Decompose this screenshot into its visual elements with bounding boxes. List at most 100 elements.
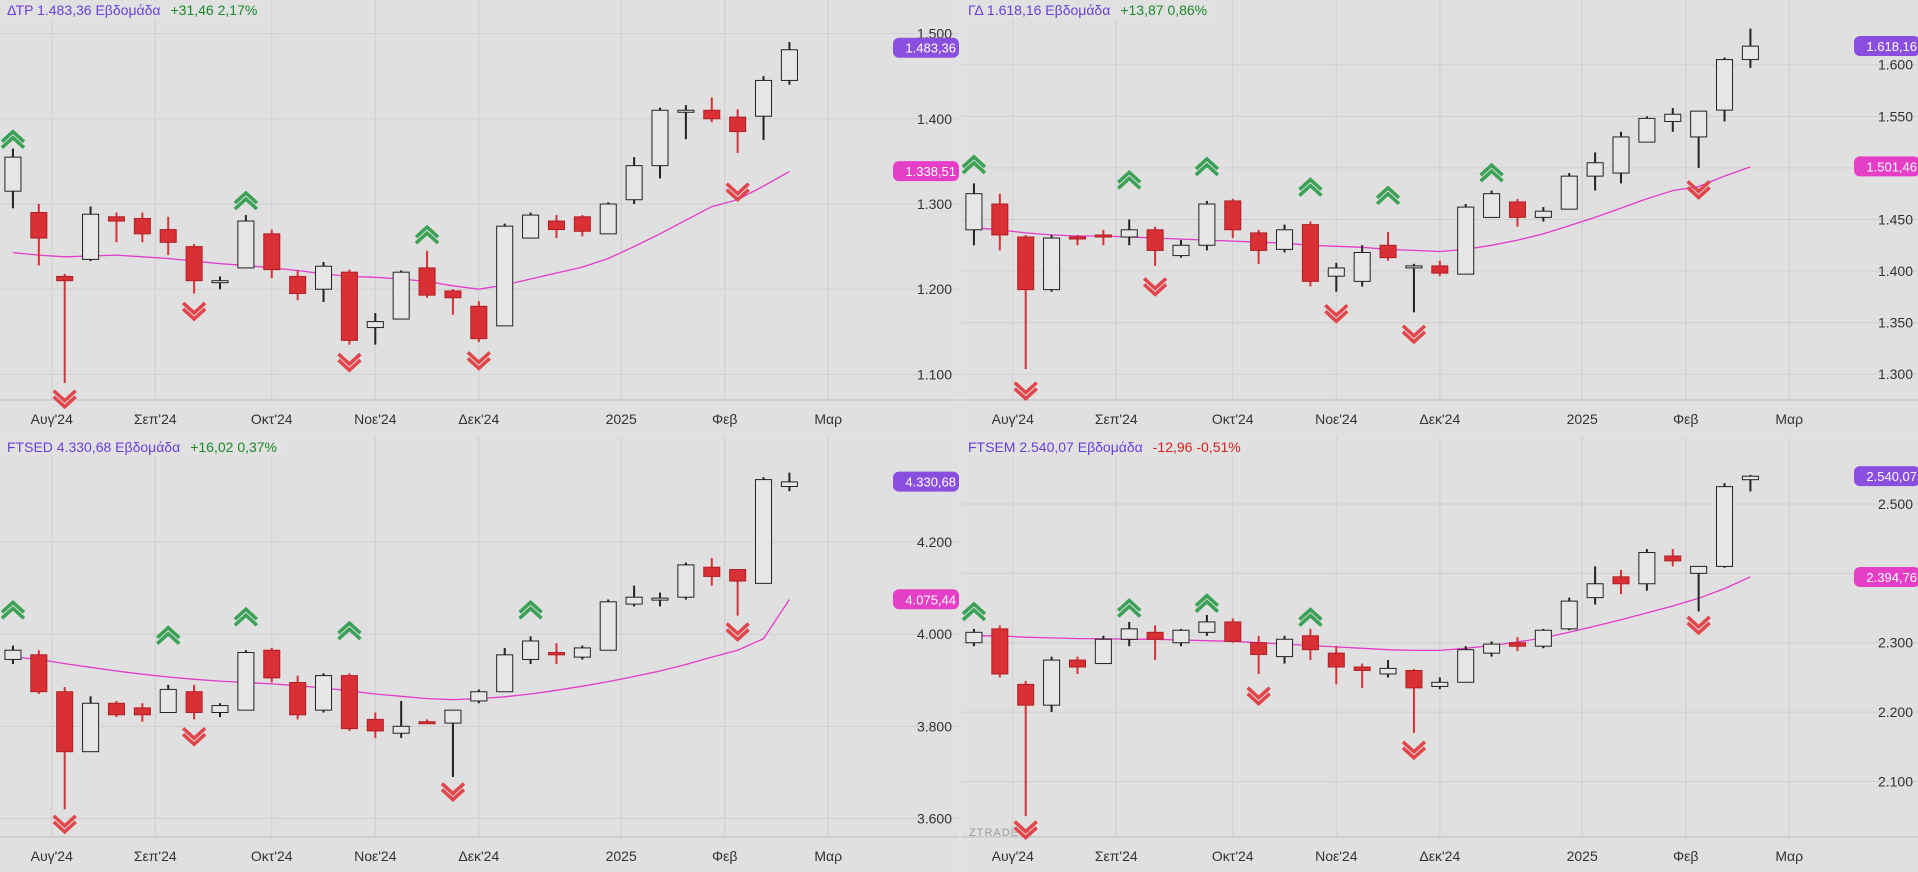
- chevron-stroke: [961, 160, 987, 175]
- symbol-label[interactable]: FTSEM 2.540,07 Εβδομάδα: [963, 438, 1148, 456]
- symbol-label[interactable]: FTSED 4.330,68 Εβδομάδα: [2, 438, 186, 456]
- candle-body: [1638, 552, 1656, 585]
- chart-panel-dtr[interactable]: ΔΤΡ 1.483,36 Εβδομάδα +31,46 2,17% 1.100 1…: [0, 0, 959, 435]
- candle: [418, 719, 436, 725]
- candle: [651, 592, 669, 607]
- candle-body: [677, 564, 695, 598]
- candle: [599, 599, 617, 651]
- candlestick-chart[interactable]: 1.100 1.200 1.300 1.400 1.500 Αυγ'24 Σεπ'24 Οκτ…: [0, 0, 959, 435]
- candle-body: [780, 49, 798, 81]
- candle-body: [991, 628, 1009, 675]
- sell-signal-icon: [1401, 740, 1427, 761]
- candle: [237, 650, 255, 711]
- candle-body: [1586, 162, 1604, 177]
- x-tick-label: 2025: [606, 411, 637, 427]
- candle: [4, 645, 22, 665]
- candle-body: [1741, 45, 1759, 61]
- x-tick-label: Αυγ'24: [31, 848, 73, 864]
- sell-signal-icon: [1013, 381, 1038, 401]
- candle: [1431, 677, 1449, 690]
- sell-signal-icon: [466, 351, 492, 371]
- candle-body: [1250, 642, 1268, 656]
- y-tick-label: 1.100: [917, 366, 952, 382]
- buy-signal-icon: [1117, 598, 1142, 618]
- chevron-stroke: [181, 732, 207, 747]
- x-tick-label: Αυγ'24: [31, 411, 73, 427]
- chevron-stroke: [1401, 740, 1427, 755]
- y-tick-label: 1.450: [1878, 211, 1913, 227]
- chart-panel-ftsed[interactable]: FTSED 4.330,68 Εβδομάδα +16,02 0,37% 3.60…: [0, 437, 959, 872]
- x-tick-label: Νοε'24: [1315, 411, 1358, 427]
- candle: [780, 42, 798, 85]
- badge-bg: [893, 471, 959, 492]
- candle: [1457, 646, 1475, 683]
- candle: [1353, 245, 1371, 287]
- chevron-stroke: [181, 726, 207, 741]
- badge-text: 1.338,51: [905, 164, 956, 179]
- candle-body: [1483, 643, 1501, 654]
- x-tick-label: Φεβ: [1673, 411, 1698, 427]
- candle-body: [1716, 486, 1734, 567]
- candle: [1741, 474, 1759, 492]
- last-price-badge: 2.540,07: [1854, 466, 1918, 487]
- badge-text: 1.618,16: [1866, 39, 1917, 54]
- candle: [1431, 260, 1449, 277]
- ma-price-badge: 1.338,51: [893, 161, 959, 182]
- candle-body: [1276, 638, 1294, 658]
- candle: [1017, 680, 1035, 817]
- candle: [107, 212, 125, 243]
- candle-body: [625, 596, 643, 605]
- candle-body: [159, 688, 177, 713]
- candle-body: [780, 481, 798, 488]
- chevron-stroke: [1298, 613, 1323, 627]
- candle: [1276, 635, 1294, 664]
- candle-body: [185, 691, 203, 713]
- candle: [677, 562, 695, 600]
- badge-text: 2.540,07: [1866, 469, 1917, 484]
- candle: [1379, 660, 1397, 678]
- buy-signal-icon: [414, 224, 440, 245]
- moving-average-line: [12, 599, 790, 701]
- candle: [1043, 234, 1061, 292]
- candle: [991, 625, 1009, 678]
- chart-panel-gd[interactable]: ΓΔ 1.618,16 Εβδομάδα +13,87 0,86% 1.300 1.…: [961, 0, 1918, 435]
- candle: [1198, 200, 1216, 251]
- chevron-stroke: [181, 301, 207, 316]
- candle-body: [1638, 117, 1656, 143]
- symbol-label[interactable]: ΓΔ 1.618,16 Εβδομάδα: [963, 1, 1116, 19]
- candle: [237, 215, 255, 269]
- candlestick-chart[interactable]: 1.3001.3501.4001.4501.5001.5501.600Αυγ'2…: [961, 0, 1918, 435]
- candle: [1120, 219, 1138, 246]
- candle: [625, 585, 643, 607]
- candle-body: [547, 652, 565, 656]
- candle-body: [159, 229, 177, 243]
- y-tick-label: 1.300: [917, 196, 952, 212]
- candle: [392, 700, 410, 738]
- candle: [1586, 152, 1604, 191]
- candle-body: [1198, 621, 1216, 633]
- sell-signal-icon: [1401, 324, 1427, 345]
- candle-body: [1327, 267, 1345, 277]
- candle-body: [547, 220, 565, 231]
- buy-signal-icon: [1298, 177, 1323, 197]
- candle-body: [522, 640, 540, 660]
- buy-signal-icon: [961, 154, 987, 175]
- badge-bg: [1854, 566, 1918, 587]
- candlestick-chart[interactable]: 2.1002.2002.3002.4002.500Αυγ'24Σεπ'24Οκτ…: [961, 437, 1918, 872]
- candle-body: [703, 109, 721, 120]
- candle: [1224, 198, 1242, 239]
- chevron-stroke: [1324, 303, 1349, 318]
- candle: [729, 569, 747, 616]
- candle-body: [1534, 629, 1552, 647]
- candle-body: [1198, 203, 1216, 246]
- chevron-stroke: [1117, 604, 1142, 618]
- chart-panel-ftsem[interactable]: FTSEM 2.540,07 Εβδομάδα -12,96 -0,51% ZTR…: [961, 437, 1918, 872]
- chevron-stroke: [1117, 598, 1142, 612]
- x-tick-label: Μαρ: [814, 848, 842, 864]
- candle-body: [1405, 669, 1423, 689]
- candlestick-chart[interactable]: 3.600 3.800 4.000 4.200 Αυγ'24 Σεπ'24 Οκτ'24 Νο…: [0, 437, 959, 872]
- y-tick-label: 2.200: [1878, 704, 1913, 720]
- candle-body: [470, 305, 488, 340]
- candle: [1534, 207, 1552, 222]
- symbol-label[interactable]: ΔΤΡ 1.483,36 Εβδομάδα: [2, 1, 166, 19]
